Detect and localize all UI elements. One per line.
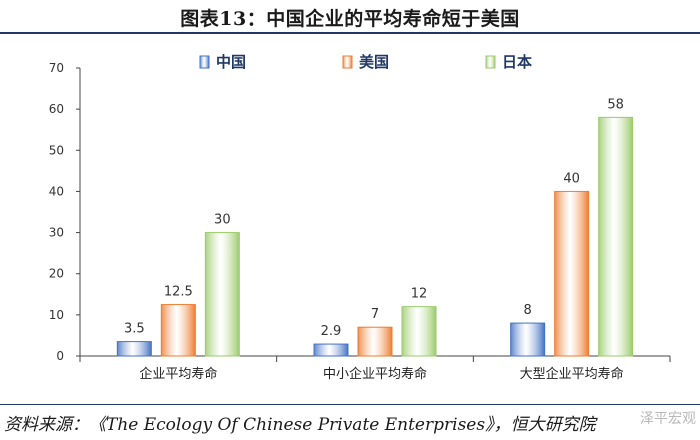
y-tick-label: 20 [49,267,64,281]
watermark: 泽平宏观 [640,411,696,427]
bar [204,232,240,357]
y-tick-label: 70 [49,61,64,75]
bars: 3.5 12.5 30 2.9 7 12 8 40 58 [116,97,634,357]
bar [401,306,437,357]
bar [116,341,152,357]
legend-swatch [485,55,496,69]
bar [313,343,349,357]
data-label: 8 [524,303,532,318]
bar [598,116,634,357]
y-tick-label: 40 [49,184,64,198]
category-label: 企业平均寿命 [139,366,217,382]
bar [160,304,196,357]
legend-label: 日本 [502,53,532,71]
data-label: 12 [411,287,428,302]
category-label: 大型企业平均寿命 [520,366,624,382]
data-label: 3.5 [124,322,145,337]
chart-title: 图表13：中国企业的平均寿命短于美国 [180,8,520,30]
category-label: 中小企业平均寿命 [323,366,427,382]
legend-swatch [342,55,353,69]
data-label: 58 [607,97,624,112]
data-label: 12.5 [164,285,193,300]
legend-label: 中国 [216,53,246,71]
y-tick-label: 60 [49,102,64,116]
axes: 0 10 20 30 40 50 60 70 企业平均寿命 中小企业平均寿命 大型企业平均寿命 [49,61,671,382]
legend-label: 美国 [359,53,389,71]
source-note: 资料来源：《The Ecology Of Chinese Private Ent… [4,415,596,435]
data-label: 40 [563,171,580,186]
bar [554,190,590,357]
legend: 中国 美国 日本 [199,53,532,71]
source-divider [0,404,700,405]
y-tick-label: 50 [49,143,64,157]
legend-swatch [199,55,210,69]
y-tick-label: 0 [56,349,64,363]
bar [357,326,393,357]
title-divider [0,32,700,34]
y-tick-label: 30 [49,226,64,240]
bar-chart: 中国 美国 日本 0 10 20 30 40 50 60 70 企业平均寿命 中小企业平均寿命 大型企业… [49,53,671,382]
data-label: 2.9 [321,324,342,339]
bar [510,322,546,357]
data-label: 30 [214,213,231,228]
y-tick-label: 10 [49,308,64,322]
data-label: 7 [371,307,379,322]
